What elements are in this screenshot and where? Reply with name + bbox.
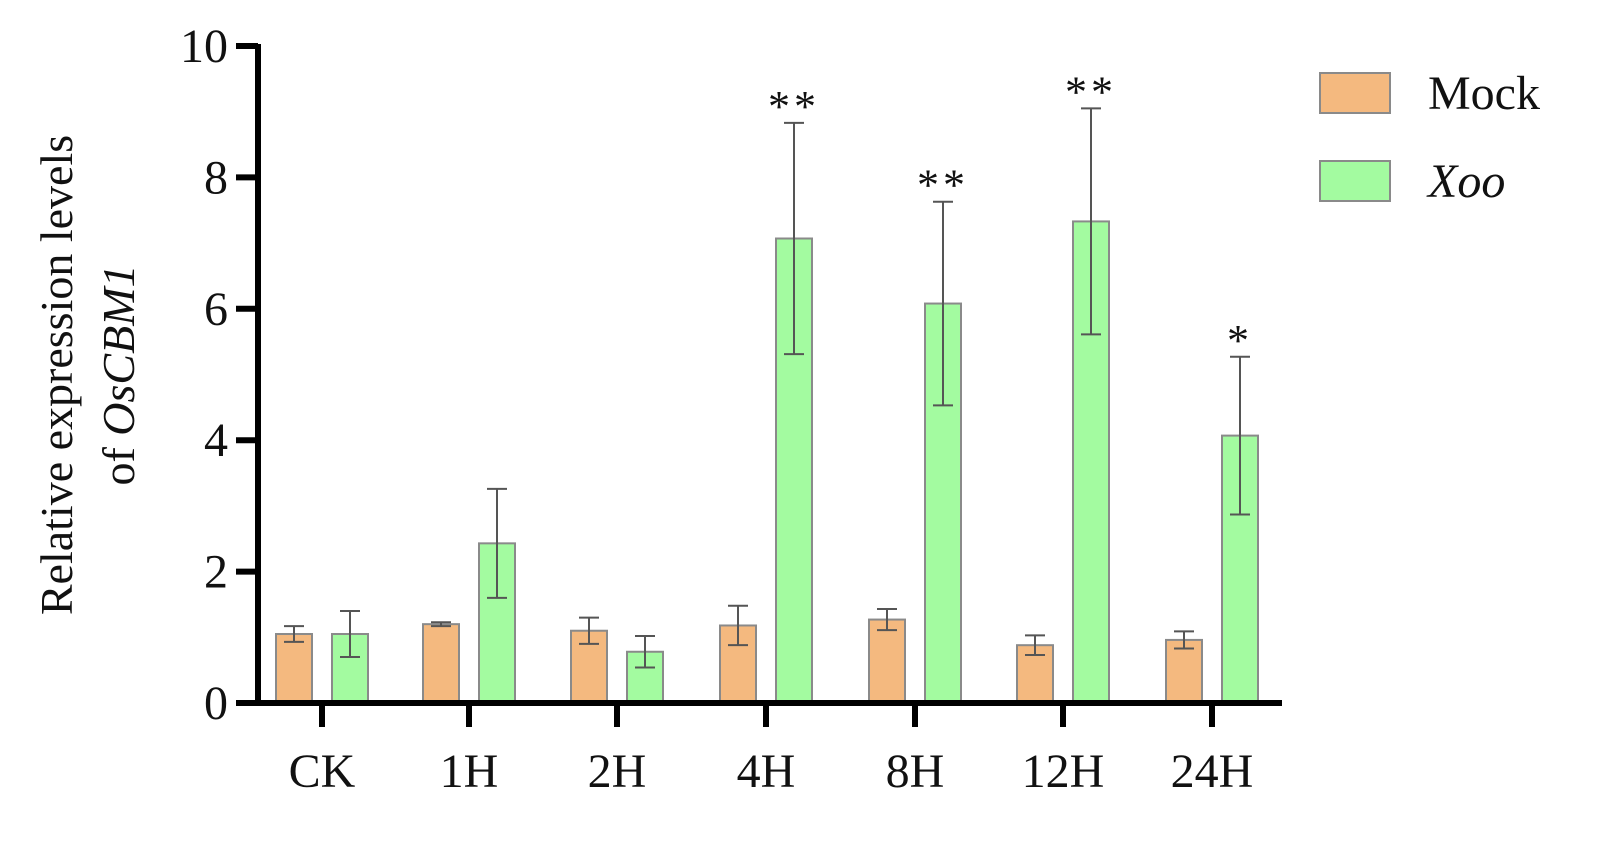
- y-axis-label-line2: of OsCBM1: [93, 264, 144, 485]
- bar-mock-8h: [868, 618, 906, 704]
- x-tick-label-2h: 2H: [588, 745, 647, 798]
- y-axis-label-prefix: of: [93, 436, 144, 486]
- bar-mock-1h: [422, 623, 460, 704]
- axes-layer: [236, 43, 1282, 727]
- significance-mark-24h: *: [1227, 316, 1253, 365]
- y-axis-label-line1: Relative expression levels: [31, 135, 82, 615]
- legend-label-xoo: Xoo: [1426, 155, 1505, 208]
- bar-mock-24h: [1165, 638, 1203, 704]
- significance-mark-12h: **: [1065, 67, 1117, 116]
- y-tick-label-2: 2: [204, 546, 228, 599]
- error-bars-layer: [284, 107, 1250, 669]
- x-tick-label-4h: 4H: [737, 745, 796, 798]
- x-tick-label-12h: 12H: [1022, 745, 1105, 798]
- legend: Mock Xoo: [1319, 67, 1540, 208]
- bars-layer: [275, 220, 1259, 705]
- x-tick-label-24h: 24H: [1171, 745, 1254, 798]
- legend-label-mock: Mock: [1428, 67, 1540, 120]
- y-axis-label-gene: OsCBM1: [93, 264, 144, 435]
- y-tick-label-6: 6: [204, 283, 228, 336]
- x-tick-label-8h: 8H: [886, 745, 945, 798]
- y-tick-label-10: 10: [180, 20, 228, 73]
- y-tick-label-4: 4: [204, 414, 228, 467]
- legend-swatch-mock: [1319, 72, 1391, 114]
- significance-mark-8h: **: [917, 161, 969, 210]
- y-tick-label-8: 8: [204, 151, 228, 204]
- y-tick-label-0: 0: [204, 677, 228, 730]
- x-tick-label-ck: CK: [289, 745, 356, 798]
- significance-mark-4h: **: [768, 82, 820, 131]
- x-tick-label-1h: 1H: [440, 745, 499, 798]
- bar-mock-ck: [275, 633, 313, 705]
- legend-swatch-xoo: [1319, 160, 1391, 202]
